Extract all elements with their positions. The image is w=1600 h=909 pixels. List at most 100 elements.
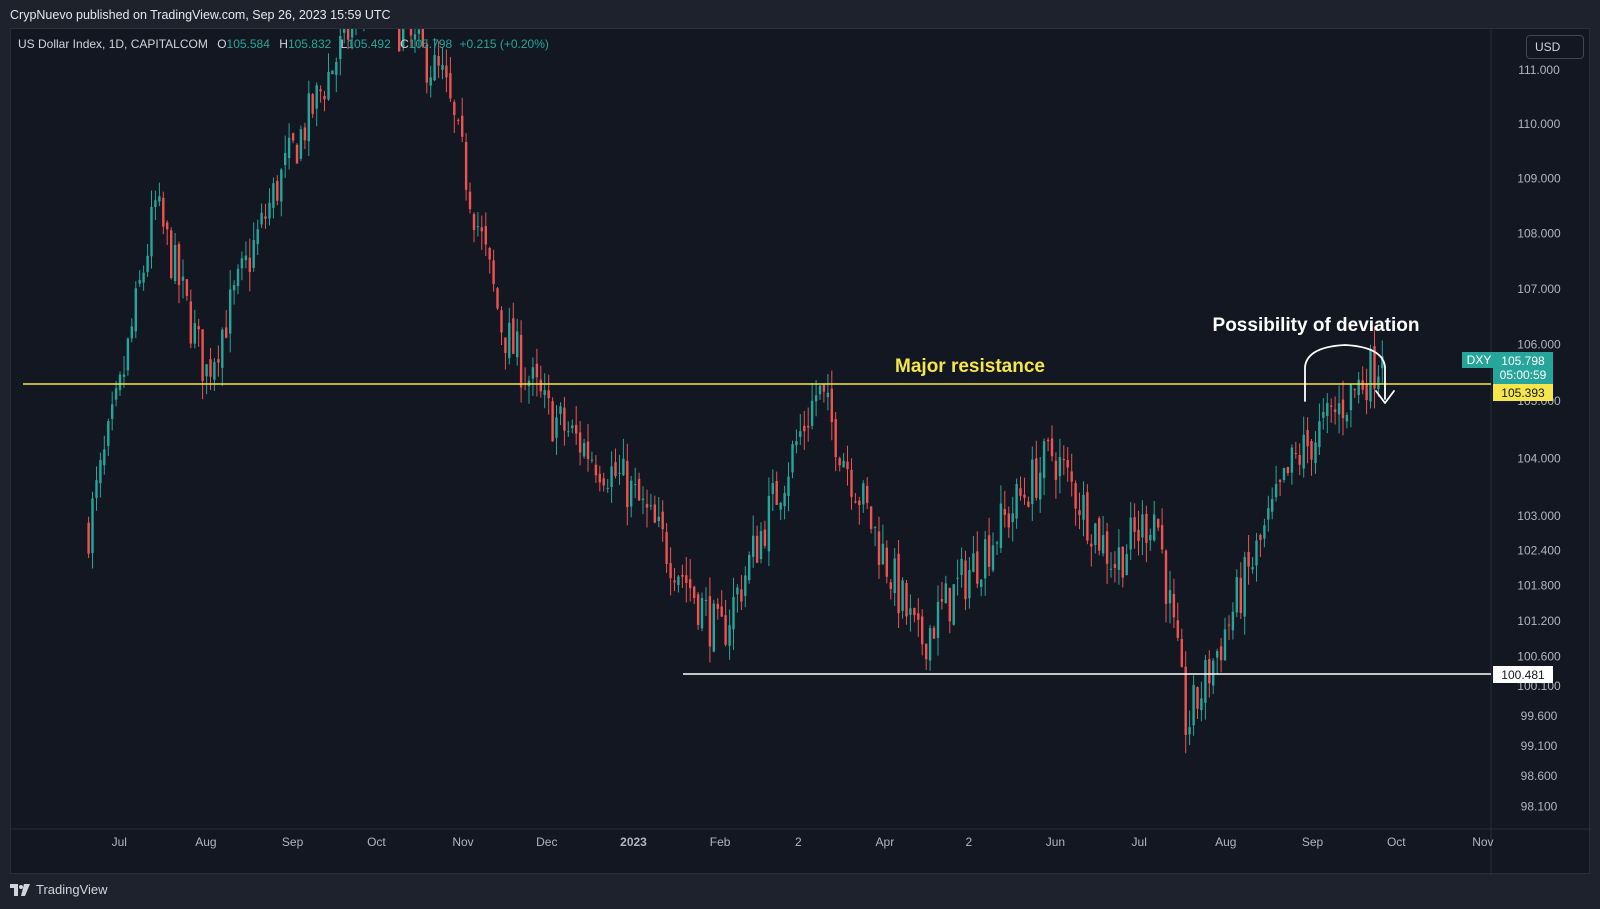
time-tick-label: Oct: [1387, 835, 1406, 849]
candle-body: [952, 584, 955, 625]
candle-body: [272, 183, 275, 208]
candle-body: [1078, 510, 1081, 516]
candle-body: [991, 545, 995, 571]
time-tick-label: Oct: [367, 835, 386, 849]
candle-body: [118, 374, 122, 391]
candle-body: [956, 577, 959, 579]
candle-body: [1369, 348, 1372, 402]
candle-body: [1042, 441, 1046, 478]
candle-body: [1070, 471, 1073, 482]
candle-body: [873, 526, 877, 528]
time-tick-label: Apr: [876, 835, 895, 849]
candle-body: [496, 288, 499, 309]
candle-body: [504, 337, 507, 353]
candle-body: [732, 597, 735, 630]
price-tick-label: 101.800: [1517, 579, 1561, 593]
last-price-symbol: DXY: [1467, 353, 1492, 367]
candle-body: [189, 301, 192, 344]
candle-body: [598, 473, 601, 483]
candle-body: [928, 628, 932, 661]
candle-body: [449, 73, 452, 99]
candle-body: [964, 560, 967, 600]
candle-body: [299, 129, 303, 159]
time-tick-label: Feb: [710, 835, 731, 849]
time-tick-label: Jun: [1046, 835, 1065, 849]
price-tick-label: 99.100: [1521, 739, 1558, 753]
candle-body: [303, 127, 307, 141]
close-label: C: [400, 37, 409, 51]
candle-body: [704, 600, 708, 601]
candle-body: [433, 55, 436, 81]
candle-body: [846, 461, 849, 470]
candle-body: [146, 255, 149, 273]
candle-body: [107, 421, 110, 446]
time-tick-label: Nov: [1472, 835, 1493, 849]
candle-body: [1129, 517, 1132, 550]
candle-body: [1172, 593, 1176, 618]
candle-body: [547, 390, 550, 399]
currency-button[interactable]: USD: [1526, 35, 1584, 59]
price-tick-label: 102.400: [1517, 544, 1561, 558]
candle-body: [1090, 543, 1093, 547]
candle-body: [1015, 483, 1018, 519]
time-tick-label: 2: [795, 835, 802, 849]
candle-body: [457, 119, 460, 121]
time-tick-label: Aug: [1215, 835, 1236, 849]
candle-body: [256, 229, 259, 245]
change-value: +0.215 (+0.20%): [459, 37, 549, 51]
candle-body: [1007, 513, 1010, 528]
candle-body: [1188, 727, 1191, 735]
tradingview-brand[interactable]: TradingView: [10, 882, 108, 897]
candle-body: [350, 29, 354, 38]
price-tick-label: 109.000: [1517, 171, 1561, 185]
candle-body: [830, 388, 833, 422]
candle-body: [331, 70, 334, 75]
support-price-value: 100.481: [1501, 668, 1545, 682]
tradingview-logo-icon: [10, 883, 30, 896]
candle-body: [280, 169, 283, 202]
candle-body: [1361, 380, 1364, 390]
candle-body: [1105, 531, 1109, 564]
chart-frame[interactable]: 111.000 110.000 109.000 108.000 107.000 106.0…: [10, 28, 1591, 875]
candle-body: [99, 460, 102, 484]
candle-body: [472, 214, 476, 230]
candle-body: [1050, 438, 1054, 457]
candle-body: [134, 288, 137, 332]
candle-body: [1066, 460, 1069, 468]
candle-body: [213, 362, 216, 380]
candle-body: [712, 603, 715, 652]
time-tick-label: Jul: [112, 835, 127, 849]
candle-body: [637, 478, 641, 501]
last-price-badge: DXY 105.798 05:00:59: [1462, 352, 1553, 384]
candle-body: [268, 202, 271, 219]
price-tick-label: 106.000: [1517, 338, 1561, 352]
candle-body: [1271, 499, 1274, 512]
candle-body: [606, 487, 609, 489]
candle-body: [307, 93, 310, 142]
high-value: 105.832: [287, 37, 332, 51]
candle-body: [842, 460, 845, 468]
price-tick-label: 110.000: [1518, 117, 1561, 131]
candle-body: [484, 226, 487, 245]
candle-body: [114, 388, 118, 400]
candle-body: [1345, 415, 1349, 422]
candle-body: [1101, 535, 1105, 554]
candle-body: [866, 485, 869, 503]
candle-body: [610, 466, 613, 487]
time-tick-label: 2: [965, 835, 972, 849]
candle-body: [869, 506, 873, 529]
candle-body: [1023, 494, 1026, 498]
candle-body: [1200, 698, 1203, 711]
candle-body: [409, 29, 413, 36]
candle-body: [893, 558, 896, 593]
candle-body: [622, 458, 625, 476]
bar-countdown: 05:00:59: [1500, 368, 1547, 382]
candle-body: [1341, 399, 1345, 419]
candle-body: [968, 570, 971, 599]
brand-label: TradingView: [36, 882, 108, 897]
chart-canvas[interactable]: 111.000 110.000 109.000 108.000 107.000 106.0…: [11, 29, 1591, 875]
candle-body: [122, 374, 126, 377]
candle-body: [1164, 550, 1168, 604]
candle-body: [1046, 439, 1050, 442]
candle-body: [413, 34, 417, 40]
